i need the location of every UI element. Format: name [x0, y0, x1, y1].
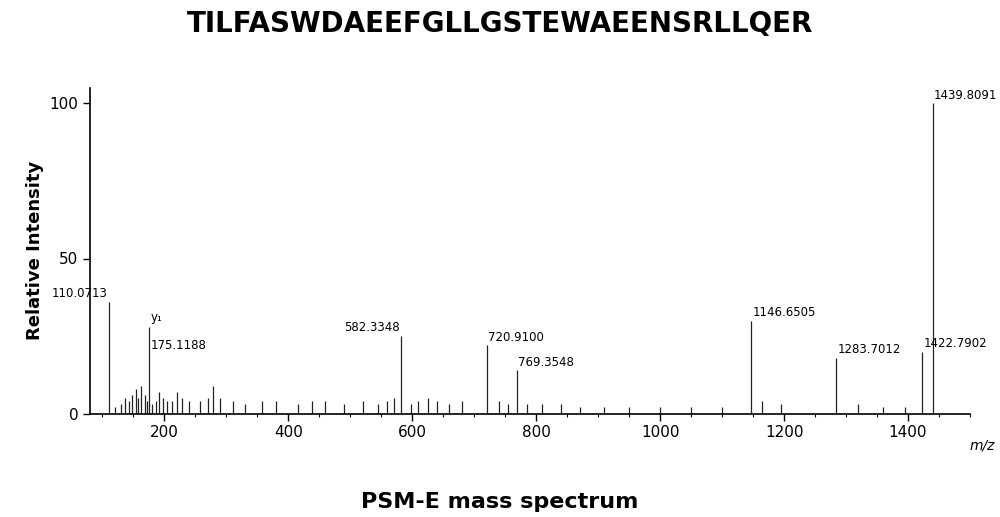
Text: 582.3348: 582.3348	[344, 322, 400, 334]
Text: 1146.6505: 1146.6505	[752, 306, 816, 319]
Text: 110.0713: 110.0713	[52, 287, 107, 300]
Text: y₁: y₁	[151, 311, 163, 324]
Text: 769.3548: 769.3548	[518, 356, 574, 369]
Text: 1283.7012: 1283.7012	[837, 343, 901, 356]
Y-axis label: Relative Intensity: Relative Intensity	[26, 161, 44, 340]
Text: 1422.7902: 1422.7902	[923, 337, 987, 350]
Text: 175.1188: 175.1188	[151, 339, 207, 352]
Text: m/z: m/z	[970, 438, 995, 452]
Text: 720.9100: 720.9100	[488, 331, 544, 344]
Text: PSM-E mass spectrum: PSM-E mass spectrum	[361, 492, 639, 512]
Text: 1439.8091: 1439.8091	[934, 89, 997, 102]
Text: TILFASWDAEEFGLLGSTEWAEENSRLLQER: TILFASWDAEEFGLLGSTEWAEENSRLLQER	[187, 10, 813, 38]
